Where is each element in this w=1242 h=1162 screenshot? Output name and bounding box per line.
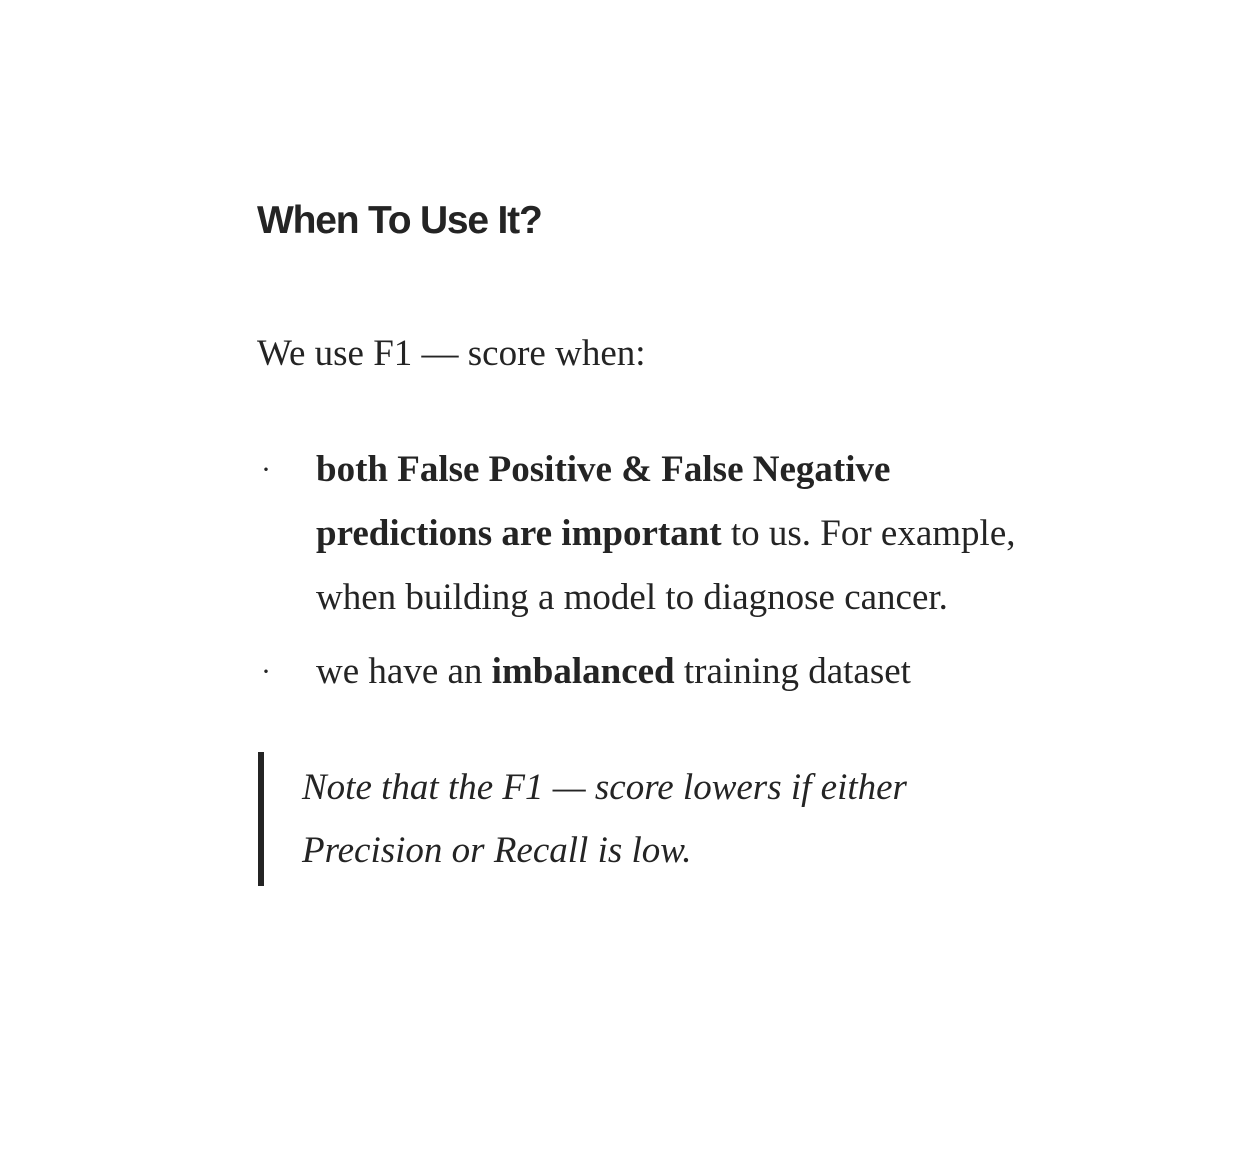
list-item: · both False Positive & False Negative p…	[257, 438, 1017, 630]
list-item-text: training dataset	[674, 651, 911, 692]
bold-text: both False Positive & False Negative pre…	[316, 449, 891, 554]
note-text: Note that the F1 — score lowers if eithe…	[302, 767, 907, 871]
criteria-list: · both False Positive & False Negative p…	[257, 438, 1017, 704]
list-item-text: to us. For example, when building a mode…	[316, 513, 1016, 618]
bullet-marker: ·	[261, 655, 271, 688]
article-body: When To Use It? We use F1 — score when: …	[257, 190, 1017, 886]
bold-text: imbalanced	[491, 651, 675, 692]
note-blockquote: Note that the F1 — score lowers if eithe…	[258, 752, 962, 886]
intro-paragraph: We use F1 — score when:	[257, 333, 646, 374]
bullet-marker: ·	[261, 453, 271, 486]
list-item: · we have an imbalanced training dataset	[257, 640, 1017, 704]
list-item-text: we have an	[316, 651, 492, 692]
section-heading: When To Use It?	[257, 199, 543, 242]
